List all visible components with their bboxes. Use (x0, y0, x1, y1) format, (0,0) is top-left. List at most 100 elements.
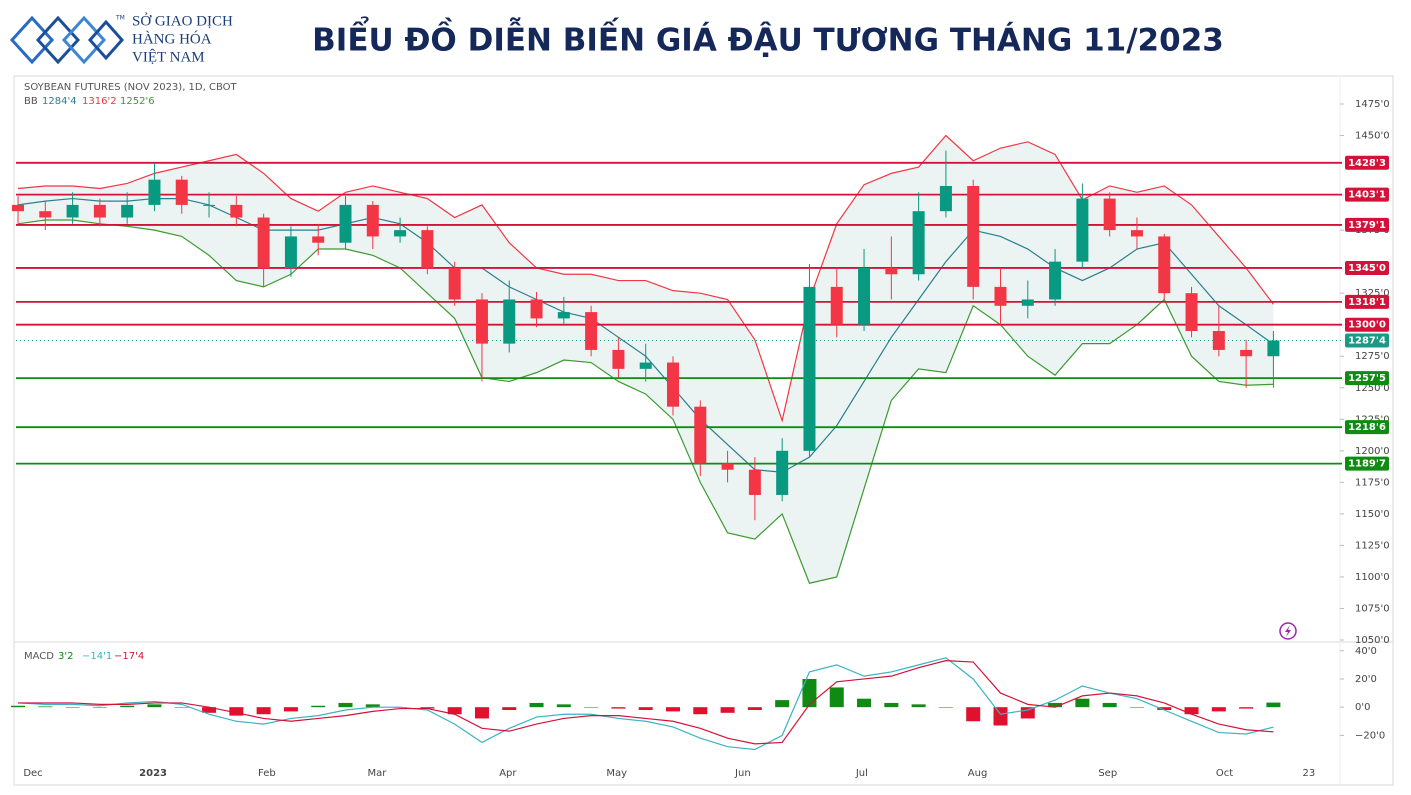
histogram-bar (447, 707, 462, 715)
x-tick-label: 23 (1303, 768, 1316, 779)
histogram-bar (338, 702, 353, 708)
candle-body (1021, 299, 1034, 306)
candle-body (967, 185, 980, 287)
y-tick-label: 1175'0 (1355, 477, 1390, 488)
candle-body (803, 286, 816, 451)
histogram-bar (1020, 707, 1035, 719)
histogram-bar (556, 704, 571, 708)
candle-body (748, 469, 761, 495)
x-tick-label: Oct (1216, 768, 1233, 779)
histogram-bar (638, 707, 653, 710)
histogram-bar (502, 707, 517, 710)
y-tick-label: 1150'0 (1355, 509, 1390, 520)
candle-body (858, 267, 871, 325)
level-tag (1345, 187, 1389, 202)
histogram-bar (829, 687, 844, 708)
x-tick-label: Mar (367, 768, 387, 779)
y-tick-label: 1325'0 (1355, 288, 1390, 299)
histogram-bar (474, 707, 489, 719)
candle-body (1130, 230, 1143, 237)
candle-body (1103, 198, 1116, 231)
histogram-bar (857, 698, 872, 708)
candle-body (530, 299, 543, 319)
level-tag (1345, 456, 1389, 471)
histogram-bar (1075, 698, 1090, 708)
candle-body (912, 211, 925, 275)
x-tick-label: Aug (968, 768, 988, 779)
legend-value: 1284'4 (42, 96, 77, 107)
histogram-bar (993, 707, 1008, 726)
histogram-bar (65, 707, 80, 708)
histogram-bar (11, 705, 25, 708)
band-lower (17, 219, 1274, 584)
candle-body (230, 204, 243, 218)
candle-body (1267, 340, 1280, 357)
candle-body (257, 217, 270, 268)
y-tick-label: 1200'0 (1355, 446, 1390, 457)
page-title: BIỂU ĐỒ DIỄN BIẾN GIÁ ĐẬU TƯƠNG THÁNG 11… (312, 18, 1224, 59)
band-upper (17, 134, 1274, 423)
histogram-bar (283, 707, 298, 712)
y-tick-label: 1225'0 (1355, 414, 1390, 425)
histogram-bar (147, 704, 162, 708)
level-tag (1345, 217, 1389, 232)
histogram-bar (174, 707, 189, 708)
candle-body (121, 204, 134, 218)
x-tick-label: Feb (258, 768, 276, 779)
candle-body (1240, 349, 1253, 357)
alert-icon[interactable] (1279, 622, 1297, 640)
x-tick-label: Dec (23, 768, 42, 779)
level-label: 1300'0 (1348, 320, 1386, 331)
y-tick-label: 1075'0 (1355, 603, 1390, 614)
histogram-bar (256, 707, 271, 715)
logo-mark: TM (115, 15, 125, 22)
level-tag (1345, 317, 1389, 332)
candle-body (612, 349, 625, 369)
logo-text: VIỆT NAM (132, 48, 205, 65)
candle-body (39, 211, 52, 218)
candle-body (1049, 261, 1062, 300)
y-tick-label: 1050'0 (1355, 635, 1390, 646)
histogram-bar (120, 705, 135, 708)
histogram-bar (1184, 707, 1199, 715)
y-tick-label: 1450'0 (1355, 131, 1390, 142)
histogram-bar (202, 707, 217, 713)
y-tick-label: 1100'0 (1355, 572, 1390, 583)
legend-name: BB (24, 96, 38, 107)
histogram-bar (666, 707, 680, 712)
candle-body (1212, 331, 1225, 350)
histogram-bar (802, 678, 817, 708)
histogram-bar (1211, 707, 1226, 712)
y-tick-label: 1250'0 (1355, 383, 1390, 394)
level-label: 1218'6 (1348, 422, 1386, 433)
candle-body (66, 204, 79, 218)
histogram-bar (747, 707, 762, 710)
histogram-bar (938, 707, 953, 708)
level-label: 1189'7 (1348, 459, 1386, 470)
level-label: 1379'1 (1348, 220, 1386, 231)
candle-body (366, 204, 379, 237)
histogram-bar (1102, 702, 1117, 708)
level-tag (1345, 294, 1389, 309)
y-tick-label: 1125'0 (1355, 540, 1390, 551)
chart-title: SOYBEAN FUTURES (NOV 2023), 1D, CBOT (24, 82, 238, 93)
histogram-bar (611, 707, 626, 709)
histogram-bar (229, 707, 244, 716)
histogram-bar (966, 707, 981, 722)
candle-body (339, 204, 352, 243)
candle-body (1076, 198, 1089, 262)
legend-value: 3'2 (58, 651, 73, 662)
candle-body (148, 179, 161, 205)
histogram-bar (529, 702, 544, 708)
x-tick-label: 2023 (139, 768, 167, 779)
y-tick-label: 1475'0 (1355, 99, 1390, 110)
level-tag (1345, 260, 1389, 275)
candle-body (557, 312, 570, 319)
signal-line (18, 660, 1274, 745)
plot: 1475'01450'01375'01325'01275'01250'01225… (11, 82, 1390, 779)
candle-body (312, 236, 325, 243)
legend-name: MACD (24, 651, 54, 662)
candle-body (475, 299, 488, 344)
y-tick-label: 40'0 (1355, 646, 1377, 657)
candle-body (667, 362, 679, 407)
